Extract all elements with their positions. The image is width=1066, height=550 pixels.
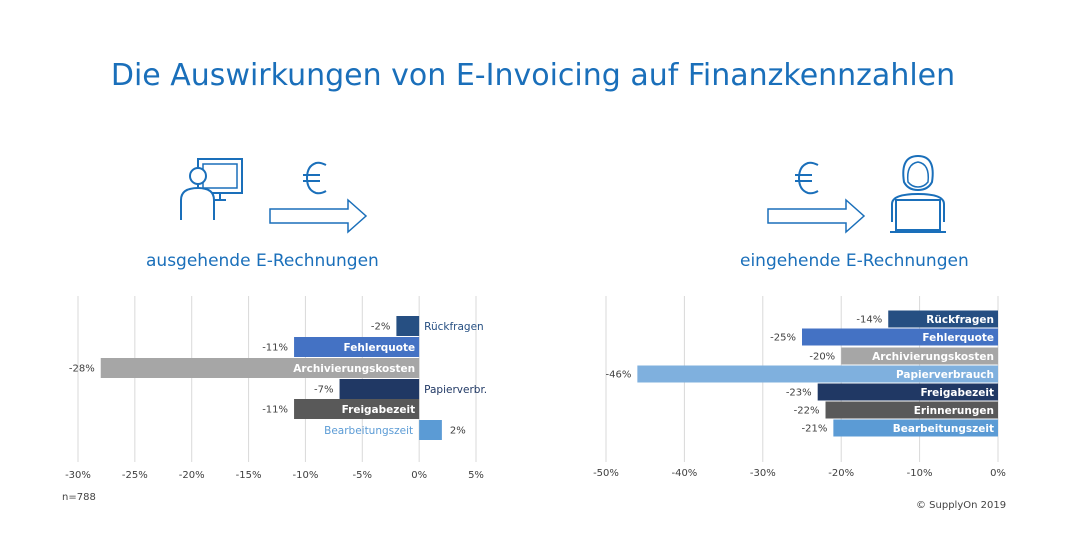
right-bar-freigabezeit	[817, 383, 998, 401]
left-value-label: -2%	[371, 322, 390, 333]
left-category-label: Freigabezeit	[342, 404, 416, 416]
left-value-label: -28%	[69, 364, 95, 375]
left-tick-label: 0%	[411, 470, 427, 481]
right-value-label: -22%	[794, 406, 820, 417]
left-value-label: -7%	[314, 385, 333, 396]
right-bar-fehlerquote	[802, 328, 998, 346]
left-chart-subtitle: ausgehende E-Rechnungen	[146, 251, 379, 271]
right-chart-subtitle: eingehende E-Rechnungen	[740, 251, 969, 271]
left-tick-label: -25%	[122, 470, 148, 481]
right-value-label: -23%	[786, 388, 812, 399]
right-category-label: Bearbeitungszeit	[893, 423, 994, 435]
left-bar-fehlerquote	[294, 337, 420, 357]
right-category-label: Erinnerungen	[914, 405, 994, 417]
left-category-label: Fehlerquote	[344, 342, 416, 354]
left-bar-bearbeitungszeit	[419, 420, 442, 440]
right-value-label: -25%	[770, 333, 796, 344]
right-value-label: -14%	[856, 315, 882, 326]
euro-icon	[795, 161, 819, 195]
left-value-label: 2%	[450, 426, 466, 437]
right-tick-label: -10%	[907, 468, 933, 479]
left-tick-label: -20%	[179, 470, 205, 481]
euro-icon	[303, 161, 327, 195]
right-category-label: Papierverbrauch	[896, 369, 994, 381]
copyright-note: © SupplyOn 2019	[916, 500, 1007, 511]
left-category-label: Rückfragen	[424, 321, 484, 333]
left-bar-rueckfragen	[396, 316, 420, 336]
arrow-right-icon	[767, 198, 866, 234]
left-value-label: -11%	[262, 343, 288, 354]
right-value-label: -21%	[802, 424, 828, 435]
left-tick-label: 5%	[468, 470, 484, 481]
left-tick-label: -30%	[65, 470, 91, 481]
right-tick-label: -30%	[750, 468, 776, 479]
right-category-label: Freigabezeit	[921, 387, 995, 399]
right-bar-rueckfragen	[888, 310, 998, 328]
sample-size-note: n=788	[62, 492, 96, 503]
right-bar-bearbeitungszeit	[833, 419, 998, 437]
person-laptop-icon	[890, 154, 946, 233]
right-tick-label: -40%	[671, 468, 697, 479]
left-category-label: Archivierungskosten	[293, 363, 415, 375]
page-title: Die Auswirkungen von E-Invoicing auf Fin…	[110, 58, 956, 93]
right-value-label: -20%	[809, 352, 835, 363]
left-tick-label: -15%	[236, 470, 262, 481]
left-value-label: -11%	[262, 405, 288, 416]
left-bar-freigabezeit	[294, 399, 420, 419]
left-category-label: Bearbeitungszeit	[324, 425, 413, 437]
right-value-label: -46%	[606, 370, 632, 381]
right-bar-archivierungskosten	[841, 347, 998, 365]
right-bar-erinnerungen	[825, 401, 998, 419]
right-category-label: Rückfragen	[926, 314, 994, 326]
left-tick-label: -5%	[353, 470, 372, 481]
right-category-label: Archivierungskosten	[872, 351, 994, 363]
right-tick-label: -50%	[593, 468, 619, 479]
person-computer-icon	[180, 158, 243, 220]
right-category-label: Fehlerquote	[922, 332, 994, 344]
left-bar-archivierungskosten	[100, 358, 420, 378]
right-bar-papierverbrauch	[637, 365, 998, 383]
right-tick-label: -20%	[828, 468, 854, 479]
right-tick-label: 0%	[990, 468, 1006, 479]
left-tick-label: -10%	[293, 470, 319, 481]
left-category-label: Papierverbr.	[424, 384, 487, 396]
arrow-right-icon	[269, 198, 368, 234]
left-bar-papierverbr	[339, 379, 420, 399]
